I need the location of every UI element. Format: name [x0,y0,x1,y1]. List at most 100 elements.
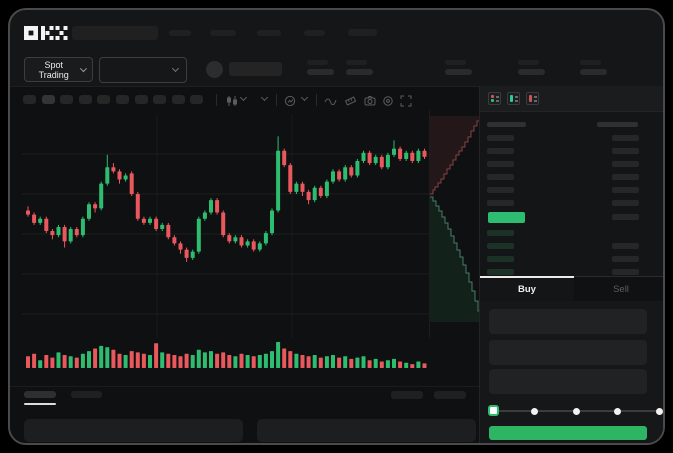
ticker-stat-label-5 [580,60,601,65]
coin-avatar [206,61,223,78]
indicators-icon[interactable] [284,95,296,107]
interval-pill-7[interactable] [134,95,148,104]
ticker-stat-label-2 [346,60,367,65]
bottom-table-right[interactable] [257,419,476,442]
bid-price-placeholder [487,230,514,236]
book-asks-view-icon[interactable] [526,92,539,105]
interval-pill-3[interactable] [60,95,74,104]
chevron-down-icon[interactable] [239,93,248,102]
market-subheader: Spot Trading [10,54,663,86]
settings-gear-icon[interactable] [382,95,394,107]
interval-pill-8[interactable] [153,95,167,104]
camera-icon[interactable] [364,95,376,107]
interval-pill-5[interactable] [97,95,111,104]
ticker-stat-value-3 [445,69,472,75]
ask-amount-placeholder [612,200,639,206]
book-col-header-price [487,122,526,127]
orderbook-header [480,86,663,112]
candlestick-chart[interactable] [22,114,429,338]
bid-amount-placeholder [612,256,639,262]
ask-price-placeholder [487,200,514,206]
order-book [480,112,663,276]
bid-price-placeholder [487,256,514,262]
active-tab-indicator [480,276,574,278]
ask-amount-placeholder [612,148,639,154]
ask-price-placeholder [487,174,514,180]
bottom-action-button-1[interactable] [391,391,423,399]
candle-style-icon[interactable] [226,95,238,107]
interval-pill-2[interactable] [41,95,55,104]
pair-selector-dropdown[interactable] [99,57,187,83]
ask-price-placeholder [487,161,514,167]
ask-amount-placeholder [612,174,639,180]
ask-price-placeholder [487,187,514,193]
bid-amount-placeholder [612,269,639,275]
nav-item-1[interactable] [169,30,191,36]
ask-amount-placeholder [612,161,639,167]
interval-pill-9[interactable] [171,95,185,104]
pair-name-placeholder [229,62,282,76]
fullscreen-icon[interactable] [400,95,412,107]
price-input[interactable] [489,309,647,334]
chevron-down-icon[interactable] [300,93,309,102]
ticker-stat-value-2 [346,69,373,75]
bottom-action-button-2[interactable] [434,391,466,399]
slider-stop-50[interactable] [572,407,580,415]
total-input[interactable] [489,369,647,394]
measure-tool-icon[interactable] [344,95,356,107]
ask-amount-placeholder [612,187,639,193]
interval-pill-10[interactable] [190,95,204,104]
app-window: Spot Trading [8,8,665,445]
ticker-stat-value-5 [580,69,607,75]
tab-buy[interactable]: Buy [518,283,536,295]
slider-stop-25[interactable] [531,407,538,415]
buy-sell-tabs: Buy Sell [480,276,663,301]
book-split-view-icon[interactable] [488,92,501,105]
amount-slider[interactable] [480,401,663,419]
chart-section-background [10,86,479,443]
ticker-stat-label-3 [445,60,466,65]
bottom-tab-1[interactable] [24,391,56,398]
chevron-down-icon [171,64,180,73]
tab-sell[interactable]: Sell [574,277,663,301]
chevron-down-icon[interactable] [260,93,269,102]
interval-pill-1[interactable] [23,95,36,104]
bottom-tab-2[interactable] [71,391,102,398]
book-col-header-amount [597,122,638,127]
order-panel: Buy Sell [479,86,663,443]
trading-mode-selector[interactable]: Spot Trading [24,57,93,82]
bottom-active-tab-underline [24,403,56,405]
last-amount-placeholder [612,214,639,220]
last-price-badge [488,212,525,223]
okx-logo[interactable] [24,26,68,40]
slider-stop-100[interactable] [655,407,663,415]
ask-price-placeholder [487,148,514,154]
trading-mode-label: Spot Trading [38,59,69,80]
ticker-stat-value-4 [518,69,545,75]
volume-chart[interactable] [22,340,429,370]
book-bids-view-icon[interactable] [507,92,520,105]
ask-price-placeholder [487,135,514,141]
bottom-section [10,387,479,443]
chevron-down-icon [80,64,88,72]
slider-handle[interactable] [488,405,499,416]
ticker-stat-value-1 [307,69,334,75]
nav-search-placeholder[interactable] [72,26,158,40]
slider-stop-75[interactable] [614,407,621,415]
ticker-stat-label-1 [307,60,328,65]
line-tool-icon[interactable] [324,97,337,105]
bid-price-placeholder [487,243,514,249]
nav-item-2[interactable] [210,30,236,36]
bid-price-placeholder [487,269,514,275]
submit-order-button[interactable] [489,426,647,440]
bottom-table-left[interactable] [24,419,243,442]
nav-item-3[interactable] [257,30,281,36]
amount-input[interactable] [489,340,647,365]
top-navbar [10,10,663,54]
nav-item-4[interactable] [304,30,325,36]
chart-toolbar [10,90,429,112]
ask-amount-placeholder [612,135,639,141]
nav-right-placeholder[interactable] [348,29,377,36]
interval-pill-6[interactable] [116,95,129,104]
interval-pill-4[interactable] [78,95,92,104]
